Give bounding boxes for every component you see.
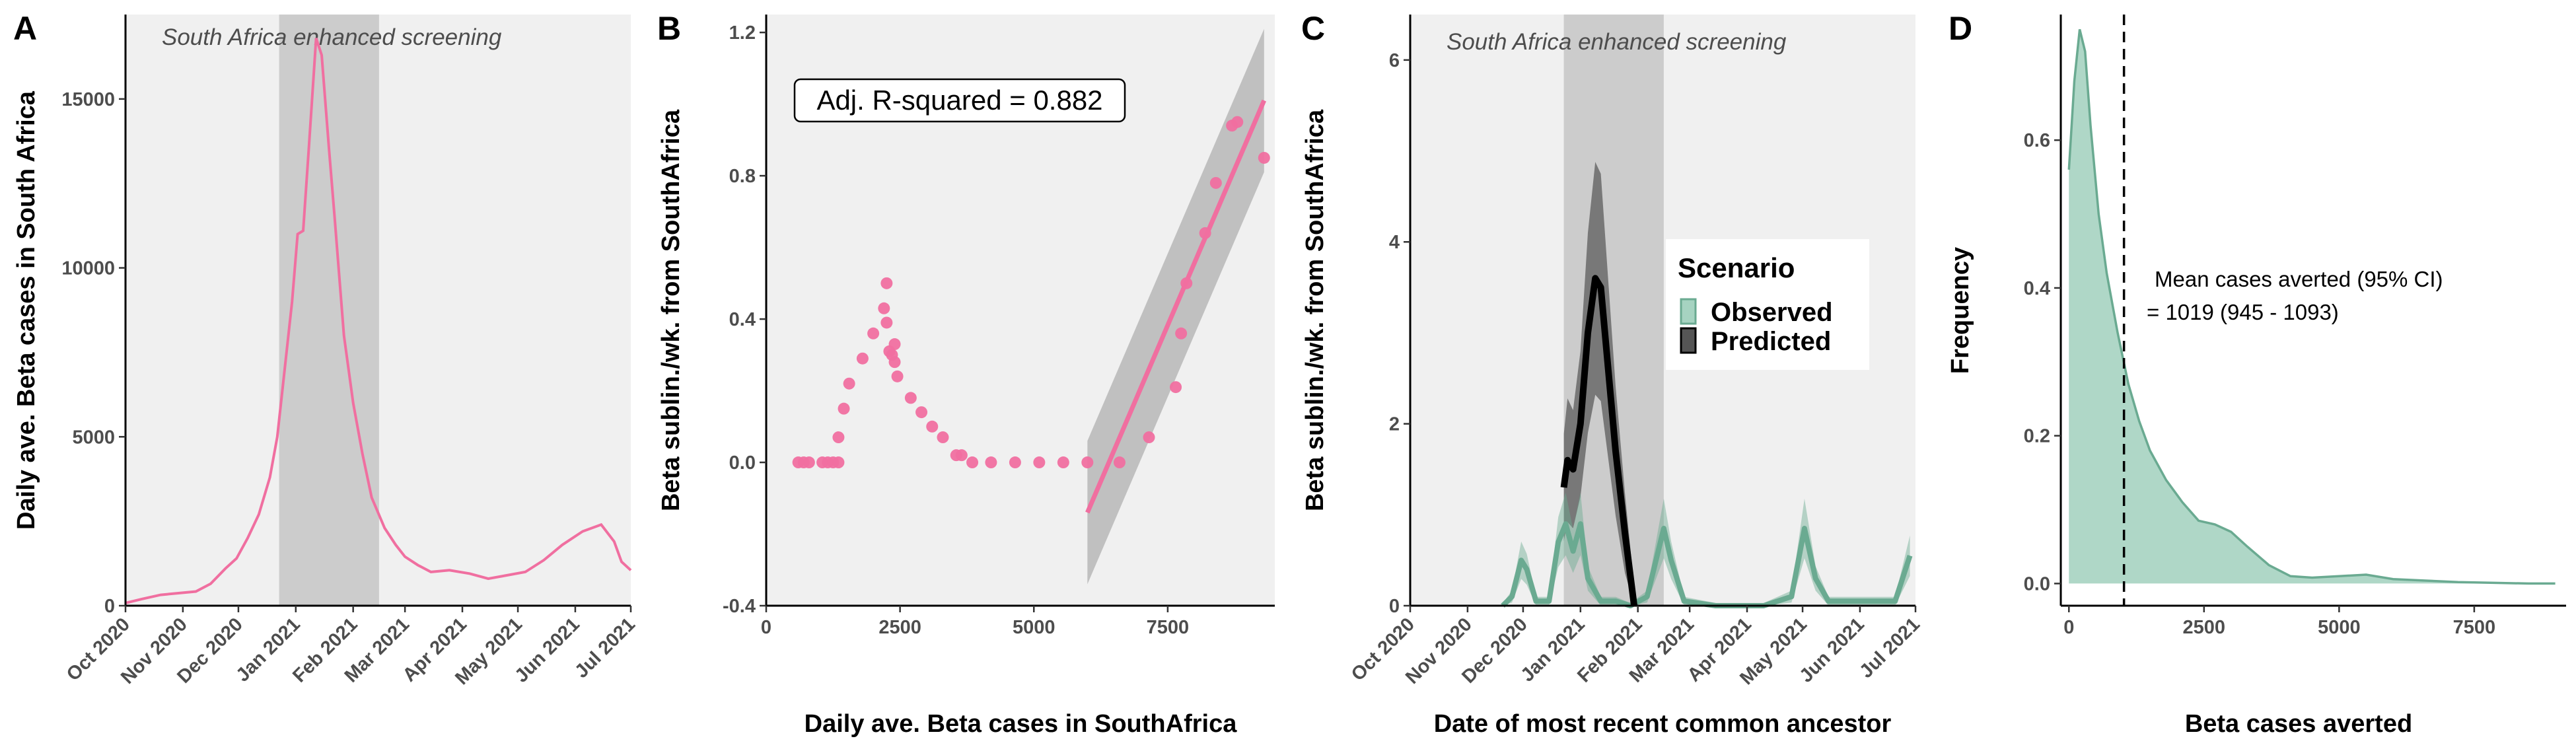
panel-b-point-27	[985, 456, 997, 469]
panel-b-point-36	[1180, 277, 1193, 289]
panel-a-screening-label: South Africa enhanced screening	[162, 24, 502, 50]
panel-c-screening-label: South Africa enhanced screening	[1447, 29, 1787, 55]
panel-c-observed-line	[1501, 521, 1913, 608]
panel-b-point-14	[880, 277, 893, 289]
panel-d-y-tick-label-0: 0.0	[2024, 573, 2050, 594]
panel-b-y-tick-label-1: 0.0	[729, 452, 756, 474]
panel-b-point-11	[867, 327, 880, 340]
panel-c-letter: C	[1301, 10, 1325, 47]
panel-c-screening-band	[1563, 15, 1664, 606]
panel-b-point-21	[915, 406, 928, 419]
panel-a-screening-band	[279, 15, 379, 606]
panel-a-y-axis-title: Daily ave. Beta cases in South Africa	[13, 90, 40, 530]
panel-b-point-32	[1113, 456, 1126, 469]
panel-b-point-41	[1258, 151, 1270, 164]
panel-b-point-9	[843, 377, 855, 390]
panel-b-point-29	[1033, 456, 1046, 469]
panel-c-y-tick-label-0: 0	[1389, 596, 1400, 617]
panel-d-letter: D	[1949, 10, 1972, 47]
panel-b-x-tick-label-3: 7500	[1147, 617, 1190, 638]
panel-d-x-axis-title: Beta cases averted	[2185, 710, 2412, 738]
panel-c-y-tick-label-1: 2	[1389, 414, 1400, 435]
panel-d-x-tick-label-3: 7500	[2453, 617, 2496, 638]
panel-b-point-34	[1170, 381, 1182, 394]
panel-c-y-tick-label-3: 6	[1389, 50, 1400, 71]
panel-a-y-tick-label-3: 15000	[61, 89, 115, 110]
panel-b-point-8	[838, 402, 850, 415]
panel-b-point-19	[891, 370, 904, 382]
r-squared-text: Adj. R-squared = 0.882	[816, 85, 1102, 116]
panel-b-point-25	[955, 449, 968, 462]
panel-c-y-tick-label-2: 4	[1389, 232, 1400, 253]
panel-d-y-tick-label-1: 0.2	[2024, 426, 2050, 447]
legend-box	[1666, 239, 1869, 370]
panel-b-point-30	[1057, 456, 1069, 469]
panel-b-point-22	[926, 420, 939, 433]
panel-b-point-18	[888, 356, 901, 369]
panel-b-y-tick-label-4: 1.2	[729, 22, 756, 44]
panel-b-point-13	[880, 316, 893, 329]
panel-d: D 0.0 0.2 0.4 0.6 0 2500 5000 7500 Mean cases a…	[1947, 10, 2566, 738]
panel-b: B -0.4 0.0 0.4 0.8 1.2 0 2500 5000 7500 Adj. R-s…	[657, 10, 1275, 738]
panel-b-point-7	[832, 431, 845, 444]
panel-b-point-35	[1175, 327, 1188, 340]
panel-c-x-axis-title: Date of most recent common ancestor	[1434, 710, 1892, 738]
panel-b-point-23	[937, 431, 949, 444]
panel-d-x-tick-label-1: 2500	[2183, 617, 2226, 638]
panel-b-x-tick-label-0: 0	[761, 617, 771, 638]
panel-c: C South Africa enhanced screening 0246Oc…	[1301, 10, 1924, 738]
panel-b-point-17	[888, 338, 901, 351]
panel-b-x-tick-label-2: 5000	[1013, 617, 1055, 638]
panel-b-letter: B	[657, 10, 681, 47]
panel-b-point-40	[1231, 116, 1244, 128]
panel-a-cases-line	[125, 38, 632, 604]
legend: Scenario Observed Predicted	[1666, 239, 1869, 370]
panel-b-y-tick-label-3: 0.8	[729, 166, 756, 187]
legend-label-observed: Observed	[1711, 298, 1833, 327]
mean-annotation-line-1: Mean cases averted (95% CI)	[2155, 267, 2443, 291]
legend-key-predicted	[1680, 327, 1697, 354]
panel-b-point-2	[803, 456, 815, 469]
panel-c-predicted-line	[1560, 275, 1638, 606]
r-squared-label: Adj. R-squared = 0.882	[793, 78, 1126, 123]
panel-c-y-axis-title: Beta sublin./wk. from SouthAfrica	[1301, 109, 1329, 511]
panel-b-point-37	[1199, 227, 1211, 239]
panel-b-y-axis-title: Beta sublin./wk. from SouthAfrica	[657, 109, 685, 511]
legend-label-predicted: Predicted	[1711, 327, 1831, 356]
panel-b-point-28	[1009, 456, 1021, 469]
panel-b-point-12	[878, 302, 890, 314]
panel-b-point-10	[856, 352, 869, 365]
panel-d-x-tick-label-0: 0	[2063, 617, 2074, 638]
panel-b-point-20	[904, 392, 917, 404]
panel-b-point-26	[966, 456, 979, 469]
panel-b-point-33	[1143, 431, 1155, 444]
panel-d-density-area	[2069, 29, 2556, 584]
panel-b-point-31	[1081, 456, 1094, 469]
panel-d-y-axis-title: Frequency	[1947, 247, 1974, 374]
panel-d-y-tick-label-2: 0.4	[2024, 278, 2050, 299]
panel-b-y-tick-label-2: 0.4	[729, 309, 756, 330]
panel-a-y-tick-label-0: 0	[104, 596, 115, 617]
panel-b-point-38	[1209, 176, 1222, 189]
panel-b-point-6	[832, 456, 845, 469]
panel-a-y-tick-label-2: 10000	[61, 258, 115, 279]
panel-b-fit-line	[1085, 99, 1267, 514]
panel-b-x-tick-label-1: 2500	[878, 617, 921, 638]
panel-d-density-line	[2067, 28, 2556, 585]
panel-a-letter: A	[13, 10, 37, 47]
panel-c-predicted-ribbon	[1563, 162, 1635, 606]
panel-d-x-tick-label-2: 5000	[2318, 617, 2361, 638]
mean-annotation-line-2: = 1019 (945 - 1093)	[2147, 300, 2339, 324]
panel-b-x-axis-title: Daily ave. Beta cases in SouthAfrica	[805, 710, 1238, 738]
panel-b-y-tick-label-0: -0.4	[723, 596, 756, 617]
legend-key-observed	[1680, 298, 1697, 325]
panel-a-y-tick-label-1: 5000	[72, 427, 115, 448]
panel-d-y-tick-label-3: 0.6	[2024, 130, 2050, 151]
legend-title: Scenario	[1678, 252, 1795, 283]
